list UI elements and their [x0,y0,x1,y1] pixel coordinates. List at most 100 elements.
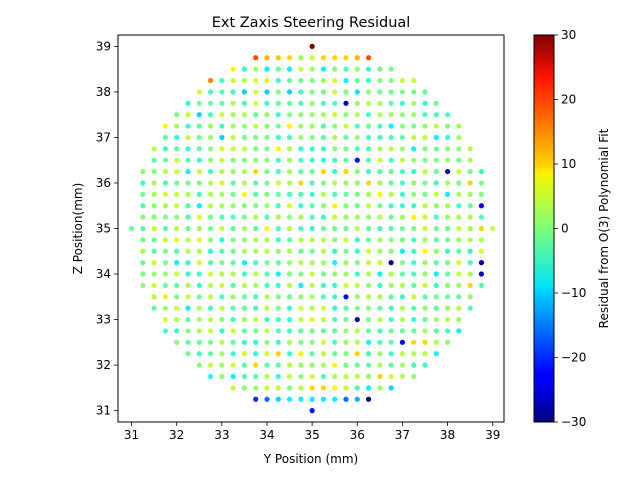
data-point [253,168,259,175]
data-point [422,339,428,345]
data-point [422,168,428,175]
data-point [456,248,462,254]
data-point [230,89,236,95]
data-point [320,294,327,300]
data-point [219,373,225,380]
data-point [365,157,372,163]
data-point [343,191,349,197]
data-point [388,305,394,311]
data-point [185,100,191,106]
data-point [241,237,248,243]
data-point [309,134,315,141]
data-point [388,351,394,357]
data-point [444,271,451,277]
data-point [196,146,202,152]
colorbar-title: Residual from O(3) Polynomial Fit [597,128,611,328]
data-point [162,316,168,323]
data-point [207,373,214,380]
data-point [444,157,451,163]
data-point [286,168,293,175]
data-point [196,112,202,118]
data-point [332,55,338,61]
data-point [456,294,462,300]
data-point [185,214,191,220]
data-point [444,339,451,345]
data-point [399,260,406,266]
data-point [286,157,293,163]
data-point [309,373,315,380]
data-point [478,248,485,254]
data-point [286,351,293,357]
data-point [399,271,406,277]
data-point [309,225,315,232]
data-point [219,180,225,186]
data-point [332,123,338,129]
data-point [230,123,236,129]
data-point [196,237,202,243]
data-point [140,260,146,266]
data-point [411,100,417,106]
data-point [456,271,462,277]
data-point [365,316,372,323]
colorbar [533,34,555,423]
data-point [196,339,202,345]
data-point [478,191,485,197]
data-point [343,362,349,368]
data-point [433,282,439,289]
data-point [444,203,451,209]
data-point [298,214,304,220]
data-point [298,305,304,311]
data-point [478,271,485,277]
data-point [377,66,383,72]
data-point [388,260,394,266]
data-point [320,157,327,163]
data-point [174,271,180,277]
data-point [230,214,236,220]
data-point [332,112,338,118]
data-point [444,260,451,266]
data-point [264,237,270,243]
data-point [241,77,248,84]
data-point [275,339,281,345]
data-point [365,214,372,220]
x-tick-label: 34 [259,428,274,442]
data-point [456,203,462,209]
data-point [196,168,202,175]
data-point [332,203,338,209]
data-point [456,225,462,232]
data-point [365,271,372,277]
data-point [354,373,360,380]
data-point [320,203,327,209]
data-point [286,316,293,323]
data-point [219,191,225,197]
data-point [309,351,315,357]
data-point [196,305,202,311]
points-layer [128,43,496,414]
data-point [377,134,383,141]
data-point [309,385,315,391]
data-point [411,328,417,334]
data-point [298,248,304,254]
data-point [174,294,180,300]
data-point [174,339,180,345]
data-point [286,89,293,95]
data-point [264,362,270,368]
data-point [253,134,259,141]
colorbar-tick-label: 10 [561,157,576,171]
data-point [241,180,248,186]
data-point [365,396,372,402]
data-point [219,305,225,311]
data-point [309,248,315,254]
data-point [162,134,168,141]
data-point [275,328,281,334]
data-point [388,77,394,84]
data-point [343,214,349,220]
data-point [275,316,281,323]
data-point [196,100,202,106]
data-point [343,66,349,72]
data-point [422,248,428,254]
data-point [444,225,451,232]
data-point [433,168,439,175]
data-point [253,203,259,209]
data-point [467,282,473,289]
